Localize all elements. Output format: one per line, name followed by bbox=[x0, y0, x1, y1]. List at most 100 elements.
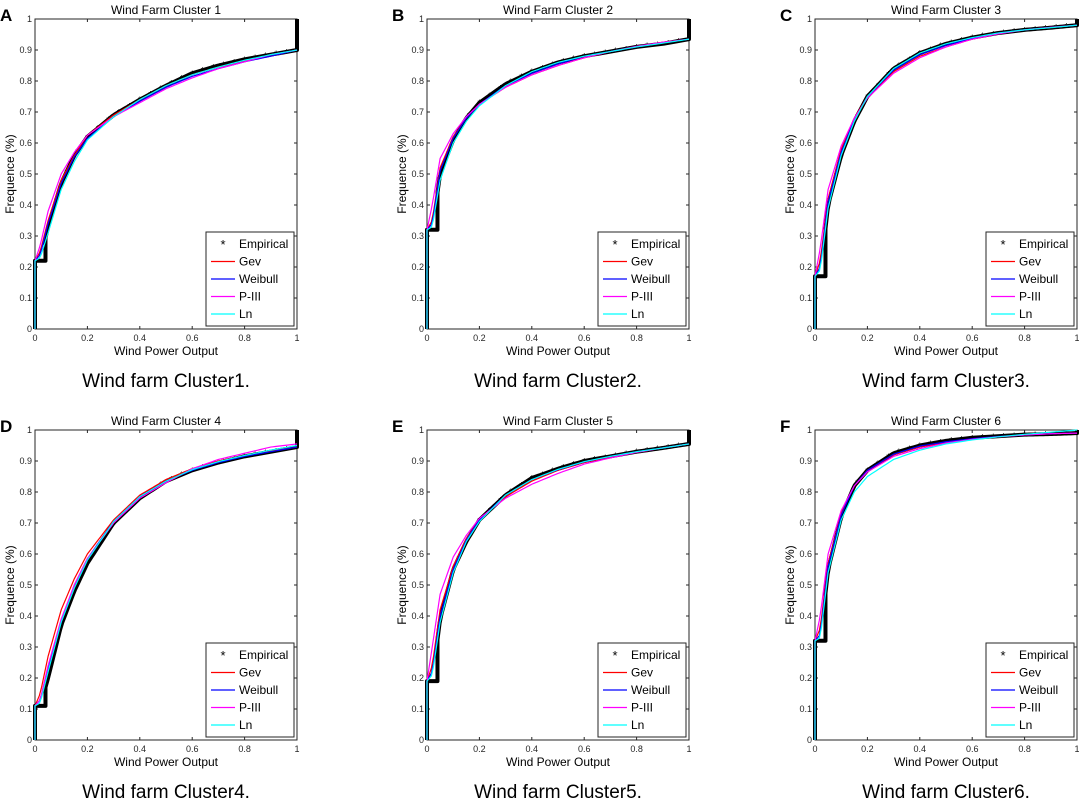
y-tick-label: 0.7 bbox=[411, 107, 424, 117]
legend-entry-label: Empirical bbox=[631, 648, 680, 662]
y-axis-label: Frequence (%) bbox=[395, 134, 409, 213]
y-tick-label: 0.8 bbox=[411, 76, 424, 86]
empirical-marker: * bbox=[656, 40, 660, 51]
y-tick-label: 0.8 bbox=[411, 487, 424, 497]
empirical-marker: * bbox=[1012, 431, 1016, 442]
legend-marker: * bbox=[1000, 648, 1005, 663]
x-tick-label: 0.8 bbox=[630, 744, 643, 754]
x-tick-label: 0.6 bbox=[966, 333, 979, 343]
y-tick-label: 0.6 bbox=[799, 138, 812, 148]
y-tick-label: 0.1 bbox=[799, 704, 812, 714]
empirical-marker: * bbox=[274, 447, 278, 458]
x-tick-label: 1 bbox=[294, 333, 299, 343]
legend-entry-label: Ln bbox=[239, 307, 252, 321]
empirical-marker: * bbox=[645, 446, 649, 457]
legend-entry-label: P-III bbox=[239, 701, 261, 715]
panel-caption: Wind farm Cluster6. bbox=[862, 782, 1030, 799]
series-group: ************************* bbox=[813, 429, 1079, 740]
panel-a: 0 0.2 0.4 0.6 0.8 1 0 0.1 0.2 0.3 0.4 0.5 0.6 0.7 0.8 0… bbox=[0, 3, 300, 392]
empirical-marker: * bbox=[572, 55, 576, 66]
empirical-marker: * bbox=[1065, 22, 1069, 33]
empirical-marker: * bbox=[1044, 24, 1048, 35]
y-tick-label: 0.6 bbox=[19, 549, 32, 559]
empirical-marker: * bbox=[1023, 26, 1027, 37]
series-ln-line bbox=[34, 49, 298, 329]
x-axis-label: Wind Power Output bbox=[506, 755, 611, 769]
y-tick-label: 0.2 bbox=[411, 673, 424, 683]
empirical-marker: * bbox=[285, 445, 289, 456]
y-tick-label: 0.5 bbox=[799, 580, 812, 590]
x-tick-label: 0.2 bbox=[81, 333, 94, 343]
legend-entry-label: Weibull bbox=[1019, 683, 1058, 697]
y-tick-label: 0.9 bbox=[799, 45, 812, 55]
series-ln-line bbox=[426, 38, 690, 329]
legend-entry-label: Empirical bbox=[239, 648, 288, 662]
y-tick-label: 0.1 bbox=[411, 704, 424, 714]
legend-entry-label: Weibull bbox=[631, 683, 670, 697]
panel-caption: Wind farm Cluster2. bbox=[474, 371, 642, 392]
y-tick-label: 0.5 bbox=[19, 169, 32, 179]
y-axis-label: Frequence (%) bbox=[783, 134, 797, 213]
x-axis-label: Wind Power Output bbox=[114, 344, 219, 358]
x-tick-label: 1 bbox=[1074, 744, 1079, 754]
y-tick-label: 1 bbox=[807, 14, 812, 24]
x-tick-label: 0 bbox=[812, 744, 817, 754]
x-tick-label: 0.2 bbox=[81, 744, 94, 754]
legend: * Empirical Gev Weibull P-III Ln bbox=[985, 231, 1075, 327]
x-tick-label: 0.6 bbox=[578, 744, 591, 754]
y-tick-label: 1 bbox=[419, 425, 424, 435]
y-tick-label: 1 bbox=[419, 14, 424, 24]
x-axis-label: Wind Power Output bbox=[894, 344, 999, 358]
empirical-marker: * bbox=[1044, 430, 1048, 441]
x-tick-label: 0.4 bbox=[526, 333, 539, 343]
x-tick-label: 0.8 bbox=[1018, 744, 1031, 754]
x-tick-label: 0.4 bbox=[914, 333, 927, 343]
x-axis-label: Wind Power Output bbox=[114, 755, 219, 769]
series-group: ************************* bbox=[813, 19, 1079, 329]
x-tick-label: 0.4 bbox=[134, 333, 147, 343]
empirical-marker: * bbox=[117, 514, 121, 525]
y-tick-label: 0.3 bbox=[19, 231, 32, 241]
empirical-marker: * bbox=[855, 479, 859, 490]
empirical-marker: * bbox=[264, 449, 268, 460]
y-tick-label: 0.3 bbox=[411, 231, 424, 241]
empirical-marker: * bbox=[1054, 23, 1058, 34]
empirical-marker: * bbox=[687, 35, 691, 46]
series-ln-line bbox=[814, 24, 1078, 329]
legend-entry-label: Weibull bbox=[1019, 272, 1058, 286]
series-p-iii-line bbox=[34, 443, 298, 740]
x-tick-label: 1 bbox=[294, 744, 299, 754]
legend: * Empirical Gev Weibull P-III Ln bbox=[205, 231, 295, 327]
y-axis-label: Frequence (%) bbox=[395, 545, 409, 624]
legend-entry-label: Ln bbox=[631, 307, 644, 321]
empirical-marker: * bbox=[295, 443, 299, 454]
y-axis-label: Frequence (%) bbox=[3, 545, 17, 624]
empirical-marker: * bbox=[1012, 27, 1016, 38]
y-tick-label: 0.1 bbox=[799, 293, 812, 303]
panel-b: 0 0.2 0.4 0.6 0.8 1 0 0.1 0.2 0.3 0.4 0.5 0.6 0.7 0.8 0… bbox=[392, 3, 692, 392]
panel-letter: C bbox=[780, 6, 792, 25]
panel-f: 0 0.2 0.4 0.6 0.8 1 0 0.1 0.2 0.3 0.4 0.5 0.6 0.7 0.8 0… bbox=[780, 414, 1079, 803]
chart-title: Wind Farm Cluster 5 bbox=[503, 414, 613, 428]
empirical-marker: * bbox=[603, 48, 607, 59]
y-tick-label: 0.9 bbox=[19, 45, 32, 55]
x-tick-label: 0.6 bbox=[578, 333, 591, 343]
empirical-marker: * bbox=[446, 150, 450, 161]
x-tick-label: 1 bbox=[1074, 333, 1079, 343]
empirical-marker: * bbox=[106, 527, 110, 538]
x-tick-label: 0 bbox=[424, 744, 429, 754]
empirical-marker: * bbox=[656, 445, 660, 456]
legend-entry-label: Ln bbox=[1019, 307, 1032, 321]
x-tick-label: 0.6 bbox=[186, 333, 199, 343]
x-tick-label: 0 bbox=[424, 333, 429, 343]
x-tick-label: 0.4 bbox=[134, 744, 147, 754]
empirical-marker: * bbox=[138, 494, 142, 505]
empirical-marker: * bbox=[222, 457, 226, 468]
empirical-marker: * bbox=[624, 45, 628, 56]
x-tick-label: 0.8 bbox=[238, 333, 251, 343]
empirical-marker: * bbox=[44, 683, 48, 694]
y-tick-label: 0.6 bbox=[19, 138, 32, 148]
empirical-marker: * bbox=[1054, 430, 1058, 441]
legend: * Empirical Gev Weibull P-III Ln bbox=[597, 642, 687, 738]
